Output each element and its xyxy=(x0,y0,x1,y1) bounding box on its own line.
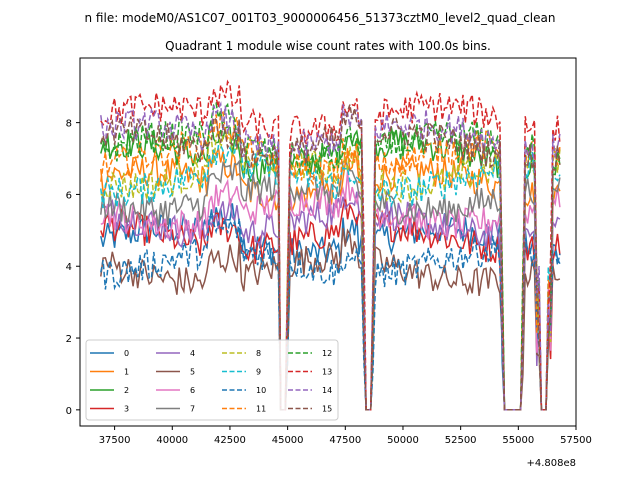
legend-label: 0 xyxy=(124,349,129,358)
legend-label: 1 xyxy=(124,368,129,377)
legend-label: 11 xyxy=(256,405,266,414)
y-tick-label: 2 xyxy=(66,334,72,345)
y-tick-label: 8 xyxy=(66,119,72,130)
legend-label: 3 xyxy=(124,405,129,414)
legend-label: 4 xyxy=(190,349,195,358)
legend-label: 13 xyxy=(322,368,332,377)
series-line-7 xyxy=(100,158,561,411)
y-axis: 0 2 4 6 8 xyxy=(66,119,80,417)
legend-frame xyxy=(85,339,339,421)
series-line-9 xyxy=(100,129,561,411)
series-line-15 xyxy=(100,104,561,411)
x-tick-label: 42500 xyxy=(214,435,246,446)
series-lines xyxy=(100,79,561,411)
series-line-8 xyxy=(100,126,561,411)
x-tick-label: 37500 xyxy=(99,435,131,446)
legend-label: 2 xyxy=(124,386,129,395)
y-tick-label: 6 xyxy=(66,190,72,201)
series-line-14 xyxy=(100,101,561,411)
legend-label: 7 xyxy=(190,405,195,414)
y-tick-label: 4 xyxy=(66,262,72,273)
legend-label: 14 xyxy=(322,386,332,395)
axes-frame xyxy=(79,57,577,427)
x-axis: 37500 40000 42500 45000 47500 50000 52500 55000… xyxy=(99,426,592,446)
legend-label: 8 xyxy=(256,349,261,358)
legend-label: 12 xyxy=(322,349,332,358)
series-line-13 xyxy=(100,79,561,411)
series-line-10 xyxy=(100,215,561,411)
series-line-3 xyxy=(100,196,561,411)
series-line-5 xyxy=(100,227,561,411)
x-tick-label: 57500 xyxy=(560,435,592,446)
legend-label: 10 xyxy=(256,386,266,395)
x-tick-label: 50000 xyxy=(387,435,419,446)
legend-label: 6 xyxy=(190,386,195,395)
legend-label: 15 xyxy=(322,405,332,414)
series-line-11 xyxy=(100,110,561,411)
y-tick-label: 0 xyxy=(66,406,72,417)
legend-label: 5 xyxy=(190,368,195,377)
x-tick-label: 47500 xyxy=(329,435,361,446)
x-tick-label: 55000 xyxy=(502,435,534,446)
series-line-4 xyxy=(100,191,561,411)
x-tick-label: 52500 xyxy=(445,435,477,446)
axes-title: Quadrant 1 module wise count rates with … xyxy=(165,39,491,53)
x-tick-label: 40000 xyxy=(156,435,188,446)
series-line-6 xyxy=(100,171,561,411)
x-tick-label: 45000 xyxy=(272,435,304,446)
figure-suptitle: n file: modeM0/AS1C07_001T03_9000006456_… xyxy=(85,11,556,25)
x-offset-label: +4.808e8 xyxy=(526,458,576,469)
legend-label: 9 xyxy=(256,368,261,377)
